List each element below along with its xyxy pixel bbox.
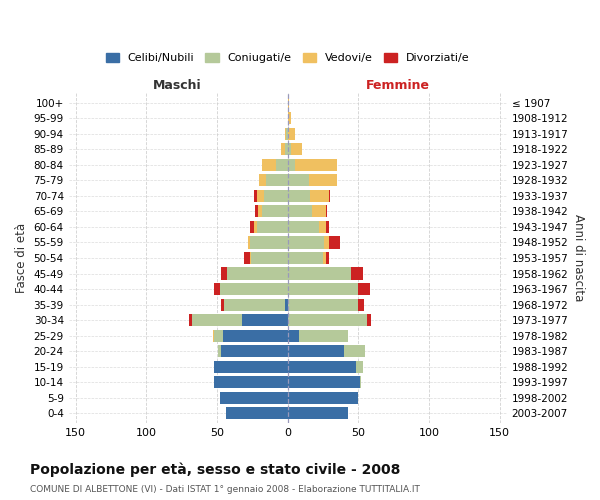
Bar [287, 298, 358, 310]
Bar [263, 190, 287, 202]
Bar [287, 330, 299, 342]
Bar [221, 298, 224, 310]
Bar [323, 252, 326, 264]
Bar [255, 206, 258, 218]
Bar [250, 252, 251, 264]
Y-axis label: Fasce di età: Fasce di età [15, 223, 28, 293]
Text: COMUNE DI ALBETTONE (VI) - Dati ISTAT 1° gennaio 2008 - Elaborazione TUTTITALIA.: COMUNE DI ALBETTONE (VI) - Dati ISTAT 1°… [30, 485, 420, 494]
Bar [286, 128, 287, 140]
Bar [214, 330, 223, 342]
Bar [310, 190, 329, 202]
Bar [329, 236, 340, 248]
Bar [367, 314, 371, 326]
Bar [285, 128, 286, 140]
Bar [287, 206, 312, 218]
Bar [287, 128, 295, 140]
Bar [295, 158, 337, 171]
Bar [287, 158, 295, 171]
Bar [360, 376, 361, 388]
Bar [191, 314, 242, 326]
Bar [254, 190, 257, 202]
Bar [319, 221, 326, 233]
Bar [326, 206, 327, 218]
Y-axis label: Anni di nascita: Anni di nascita [572, 214, 585, 302]
Bar [287, 345, 344, 357]
Bar [220, 283, 287, 295]
Bar [356, 360, 362, 373]
Bar [281, 143, 285, 156]
Bar [299, 330, 349, 342]
Bar [312, 206, 326, 218]
Bar [258, 206, 262, 218]
Bar [287, 268, 351, 280]
Bar [221, 268, 227, 280]
Bar [257, 221, 287, 233]
Bar [287, 96, 289, 108]
Bar [214, 360, 287, 373]
Bar [287, 360, 356, 373]
Bar [326, 221, 329, 233]
Bar [351, 268, 362, 280]
Bar [257, 190, 263, 202]
Bar [287, 376, 360, 388]
Bar [224, 298, 285, 310]
Bar [287, 252, 323, 264]
Bar [262, 158, 277, 171]
Bar [277, 158, 287, 171]
Bar [287, 392, 358, 404]
Bar [290, 143, 302, 156]
Bar [287, 283, 358, 295]
Bar [214, 376, 287, 388]
Bar [220, 392, 287, 404]
Bar [221, 345, 287, 357]
Bar [214, 283, 220, 295]
Bar [329, 190, 330, 202]
Bar [358, 283, 370, 295]
Bar [287, 408, 349, 420]
Bar [227, 268, 287, 280]
Bar [287, 221, 319, 233]
Bar [248, 236, 250, 248]
Bar [213, 330, 214, 342]
Bar [226, 408, 287, 420]
Bar [287, 236, 325, 248]
Bar [259, 174, 266, 186]
Bar [287, 112, 290, 124]
Text: Maschi: Maschi [153, 79, 202, 92]
Bar [262, 206, 287, 218]
Bar [223, 330, 287, 342]
Bar [266, 174, 287, 186]
Text: Femmine: Femmine [366, 79, 430, 92]
Bar [285, 298, 287, 310]
Bar [287, 190, 310, 202]
Bar [344, 345, 365, 357]
Bar [325, 236, 329, 248]
Bar [189, 314, 191, 326]
Bar [287, 143, 290, 156]
Bar [285, 143, 287, 156]
Bar [287, 174, 309, 186]
Bar [254, 221, 257, 233]
Legend: Celibi/Nubili, Coniugati/e, Vedovi/e, Divorziati/e: Celibi/Nubili, Coniugati/e, Vedovi/e, Di… [106, 53, 470, 63]
Bar [287, 314, 367, 326]
Bar [250, 236, 287, 248]
Bar [242, 314, 287, 326]
Bar [326, 252, 329, 264]
Bar [250, 221, 254, 233]
Text: Popolazione per età, sesso e stato civile - 2008: Popolazione per età, sesso e stato civil… [30, 462, 400, 477]
Bar [218, 345, 221, 357]
Bar [309, 174, 337, 186]
Bar [244, 252, 250, 264]
Bar [358, 298, 364, 310]
Bar [251, 252, 287, 264]
